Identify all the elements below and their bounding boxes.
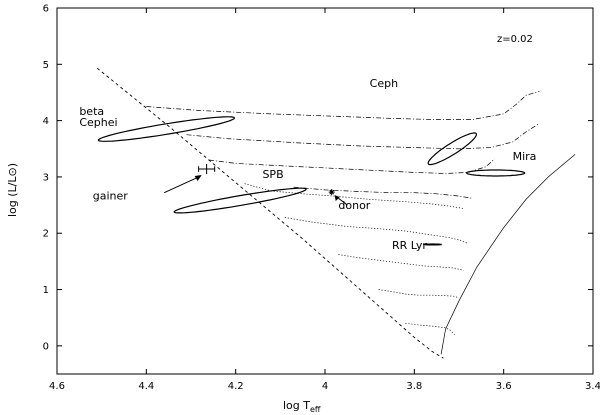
region-mira <box>465 169 526 177</box>
plot-frame <box>56 7 594 375</box>
zams-line <box>96 67 444 359</box>
region-spb <box>173 187 307 214</box>
evolutionary-tracks <box>96 67 576 359</box>
track-2 <box>208 158 495 174</box>
gainer-arrow-head <box>194 175 202 182</box>
x-tick-label-0: 4.6 <box>49 381 65 392</box>
y-tick-label-1: 1 <box>43 285 49 296</box>
y-tick-label-5: 5 <box>43 60 49 71</box>
x-tick-label-5: 3.6 <box>496 381 512 392</box>
track-8 <box>405 322 455 335</box>
x-axis-title: log Teff <box>283 399 321 414</box>
y-tick-label-3: 3 <box>43 172 49 183</box>
track-1 <box>186 123 540 150</box>
track-9 <box>440 154 576 355</box>
track-5 <box>284 217 469 244</box>
region-ceph <box>427 132 477 166</box>
label-donor: donor <box>338 199 370 212</box>
track-6 <box>338 254 464 271</box>
x-tick-label-3: 4 <box>322 381 328 392</box>
metallicity-label: z=0.02 <box>497 34 533 45</box>
track-3 <box>293 186 473 199</box>
axis-ticks <box>56 7 594 374</box>
x-axis-title-sub: eff <box>310 405 321 414</box>
label-rr-lyr: RR Lyr <box>392 239 427 252</box>
y-tick-label-6: 6 <box>43 4 49 15</box>
label-beta: beta <box>79 105 104 118</box>
label-spb: SPB <box>262 168 283 181</box>
region-rr-lyr <box>422 243 442 246</box>
x-tick-label-2: 4.2 <box>228 381 244 392</box>
tick-labels: 4.6 4.4 4.2 4 3.8 3.6 3.4 0 1 2 3 4 5 6 <box>43 4 600 393</box>
y-tick-label-0: 0 <box>43 341 49 352</box>
label-mira: Mira <box>513 150 537 163</box>
y-axis-title: log (L/L⊙) <box>6 163 19 217</box>
track-0 <box>146 90 540 120</box>
x-tick-label-1: 4.4 <box>138 381 154 392</box>
track-7 <box>378 289 460 299</box>
label-gainer: gainer <box>93 189 129 202</box>
label-ceph: Ceph <box>370 77 398 90</box>
region-beta <box>97 116 235 142</box>
instability-regions <box>97 116 526 246</box>
x-tick-label-4: 3.8 <box>406 381 422 392</box>
y-tick-label-2: 2 <box>43 229 49 240</box>
x-tick-label-6: 3.4 <box>585 381 600 392</box>
track-4 <box>244 183 464 209</box>
donor-arrow-head <box>334 195 340 202</box>
donor-marker <box>328 189 335 196</box>
label-cephei: Cephei <box>79 116 117 129</box>
binary-components <box>198 163 335 196</box>
y-tick-label-4: 4 <box>43 116 49 127</box>
gainer-arrow-line <box>163 175 201 194</box>
x-axis-title-main: log T <box>283 399 310 412</box>
